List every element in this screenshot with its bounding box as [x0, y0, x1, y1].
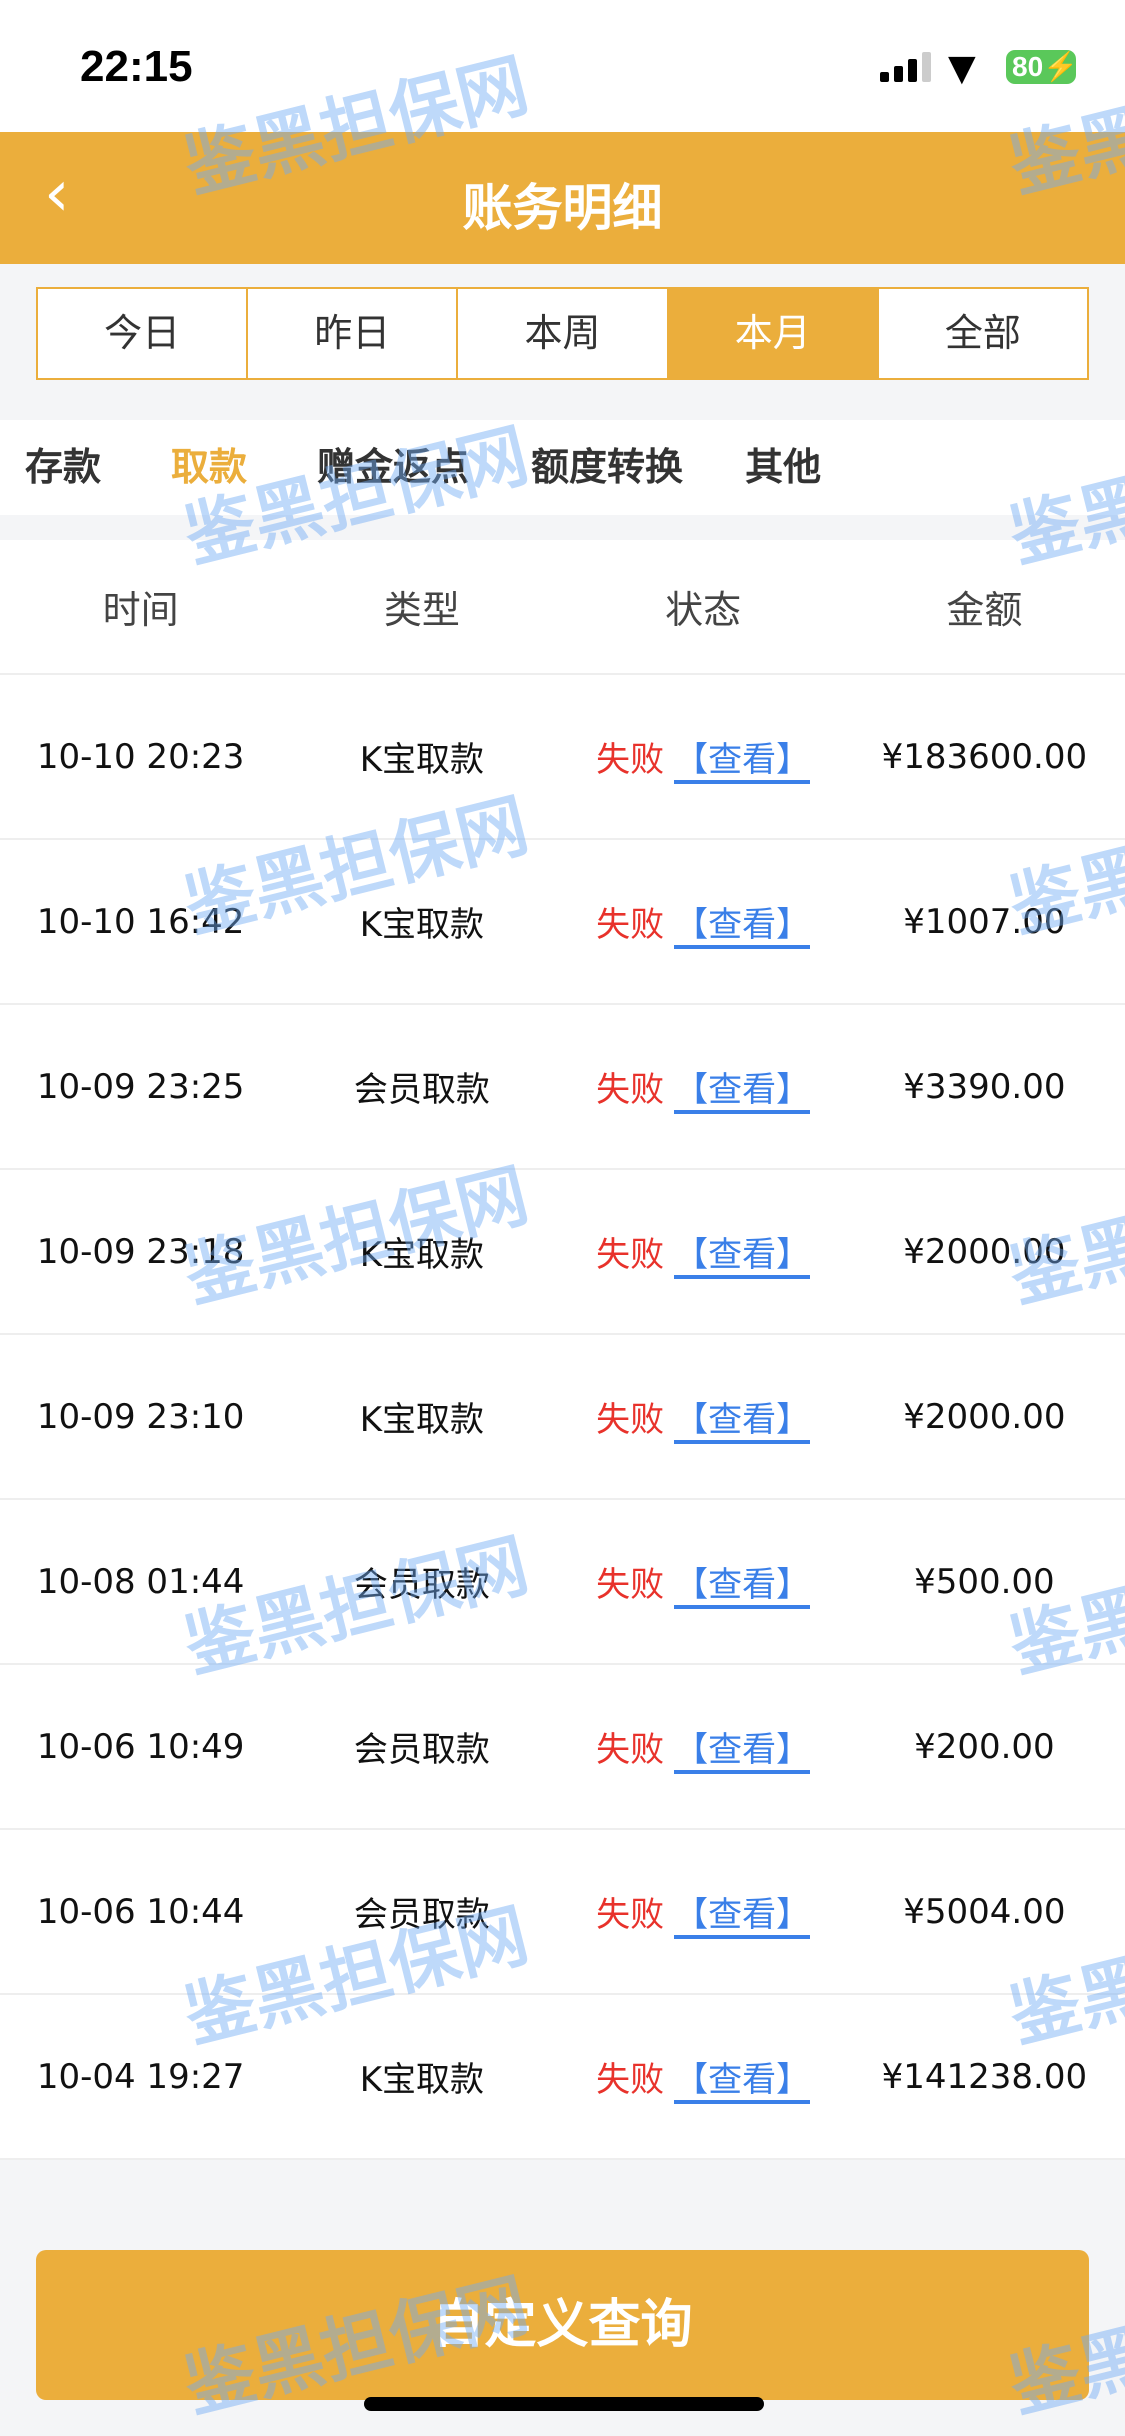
table-row: 10-10 16:42 K宝取款 失败 【查看】 ¥1007.00 — [0, 840, 1125, 1005]
status-text: 失败 — [596, 1895, 665, 1935]
tab-deposit[interactable]: 存款 — [25, 445, 102, 489]
row-time: 10-10 20:23 — [36, 736, 245, 777]
status-text: 失败 — [596, 1070, 665, 1110]
home-indicator[interactable] — [364, 2397, 764, 2411]
row-status: 失败 【查看】 — [563, 1722, 844, 1774]
column-status: 状态 — [665, 588, 742, 632]
view-link[interactable]: 【查看】 — [674, 1895, 811, 1939]
tab-other[interactable]: 其他 — [745, 445, 822, 489]
battery-level: 80 — [1012, 51, 1044, 82]
status-text: 失败 — [596, 2060, 665, 2100]
view-link[interactable]: 【查看】 — [674, 2060, 811, 2104]
table-row: 10-09 23:10 K宝取款 失败 【查看】 ¥2000.00 — [0, 1335, 1125, 1500]
status-text: 失败 — [596, 740, 665, 780]
row-time: 10-10 16:42 — [36, 901, 245, 942]
table-row: 10-06 10:49 会员取款 失败 【查看】 ¥200.00 — [0, 1665, 1125, 1830]
row-status: 失败 【查看】 — [563, 1557, 844, 1609]
status-bar: 22:15 ▼ 80⚡ — [0, 0, 1125, 132]
row-type: K宝取款 — [359, 2060, 485, 2100]
row-amount: ¥200.00 — [914, 1726, 1055, 1767]
view-link[interactable]: 【查看】 — [674, 1235, 811, 1279]
row-time: 10-04 19:27 — [36, 2056, 245, 2097]
table-row: 10-10 20:23 K宝取款 失败 【查看】 ¥183600.00 — [0, 675, 1125, 840]
row-time: 10-06 10:44 — [36, 1891, 245, 1932]
row-status: 失败 【查看】 — [563, 897, 844, 949]
row-time: 10-09 23:18 — [36, 1231, 245, 1272]
table-row: 10-09 23:25 会员取款 失败 【查看】 ¥3390.00 — [0, 1005, 1125, 1170]
row-amount: ¥5004.00 — [903, 1891, 1066, 1932]
tab-all[interactable]: 全部 — [944, 311, 1021, 355]
row-time: 10-06 10:49 — [36, 1726, 245, 1767]
view-link[interactable]: 【查看】 — [674, 1730, 811, 1774]
tab-today[interactable]: 今日 — [38, 289, 249, 378]
view-link[interactable]: 【查看】 — [674, 905, 811, 949]
view-link[interactable]: 【查看】 — [674, 1400, 811, 1444]
view-link[interactable]: 【查看】 — [674, 1565, 811, 1609]
status-text: 失败 — [596, 1400, 665, 1440]
row-type: K宝取款 — [359, 905, 485, 945]
status-text: 失败 — [596, 1730, 665, 1770]
divider — [0, 515, 1125, 540]
row-type: K宝取款 — [359, 1400, 485, 1440]
tab-transfer[interactable]: 额度转换 — [531, 445, 684, 489]
row-status: 失败 【查看】 — [563, 732, 844, 784]
tab-this-month[interactable]: 本月 — [668, 289, 879, 378]
date-range-tabs: 今日 昨日 本周 本月 全部 — [36, 287, 1089, 380]
row-amount: ¥500.00 — [914, 1561, 1055, 1602]
status-text: 失败 — [596, 905, 665, 945]
category-tabs: 存款 取款 赠金返点 额度转换 其他 — [0, 420, 1125, 515]
chevron-left-icon[interactable]: ‹ — [44, 157, 70, 231]
row-type: 会员取款 — [353, 1730, 490, 1770]
row-type: K宝取款 — [359, 740, 485, 780]
table-row: 10-08 01:44 会员取款 失败 【查看】 ¥500.00 — [0, 1500, 1125, 1665]
row-time: 10-09 23:10 — [36, 1396, 245, 1437]
row-time: 10-09 23:25 — [36, 1066, 245, 1107]
nav-header: ‹ 账务明细 — [0, 132, 1125, 264]
row-status: 失败 【查看】 — [563, 1887, 844, 1939]
row-type: 会员取款 — [353, 1070, 490, 1110]
row-amount: ¥2000.00 — [903, 1396, 1066, 1437]
row-amount: ¥2000.00 — [903, 1231, 1066, 1272]
signal-icon — [880, 52, 931, 82]
row-status: 失败 【查看】 — [563, 1062, 844, 1114]
view-link[interactable]: 【查看】 — [674, 1070, 811, 1114]
transactions-table: 时间 类型 状态 金额 10-10 20:23 K宝取款 失败 【查看】 ¥183… — [0, 540, 1125, 2160]
status-text: 失败 — [596, 1565, 665, 1605]
row-time: 10-08 01:44 — [36, 1561, 245, 1602]
row-amount: ¥1007.00 — [903, 901, 1066, 942]
row-status: 失败 【查看】 — [563, 1227, 844, 1279]
row-type: 会员取款 — [353, 1895, 490, 1935]
battery-icon: 80⚡ — [1006, 50, 1078, 84]
row-amount: ¥183600.00 — [881, 736, 1088, 777]
row-status: 失败 【查看】 — [563, 1392, 844, 1444]
row-type: K宝取款 — [359, 1235, 485, 1275]
tab-yesterday[interactable]: 昨日 — [248, 289, 459, 378]
row-status: 失败 【查看】 — [563, 2052, 844, 2104]
table-row: 10-04 19:27 K宝取款 失败 【查看】 ¥141238.00 — [0, 1995, 1125, 2160]
custom-query-button[interactable]: 自定义查询 — [36, 2250, 1089, 2400]
tab-this-week[interactable]: 本周 — [458, 289, 669, 378]
column-time: 时间 — [102, 588, 179, 632]
tab-bonus-rebate[interactable]: 赠金返点 — [317, 445, 470, 489]
view-link[interactable]: 【查看】 — [674, 740, 811, 784]
status-time: 22:15 — [80, 42, 193, 91]
status-text: 失败 — [596, 1235, 665, 1275]
wifi-icon: ▼ — [948, 48, 976, 89]
table-row: 10-06 10:44 会员取款 失败 【查看】 ¥5004.00 — [0, 1830, 1125, 1995]
table-header: 时间 类型 状态 金额 — [0, 540, 1125, 675]
column-type: 类型 — [383, 588, 460, 632]
row-amount: ¥3390.00 — [903, 1066, 1066, 1107]
table-row: 10-09 23:18 K宝取款 失败 【查看】 ¥2000.00 — [0, 1170, 1125, 1335]
page-title: 账务明细 — [462, 179, 663, 237]
row-type: 会员取款 — [353, 1565, 490, 1605]
column-amount: 金额 — [946, 588, 1023, 632]
row-amount: ¥141238.00 — [881, 2056, 1088, 2097]
tab-withdraw[interactable]: 取款 — [171, 445, 248, 489]
